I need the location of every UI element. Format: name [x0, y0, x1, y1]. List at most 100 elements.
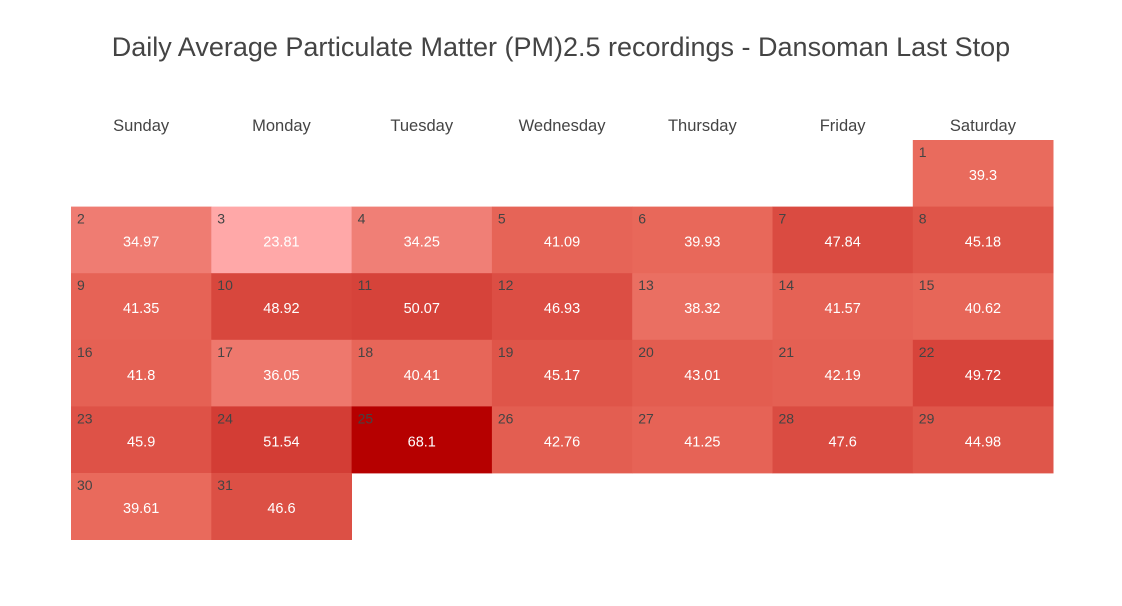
- day-value-label: 41.09: [544, 235, 580, 251]
- day-number: 4: [358, 211, 366, 227]
- day-cell: 27 41.25: [632, 406, 773, 474]
- day-value-label: 46.93: [544, 301, 580, 317]
- day-cell: 639.93: [632, 206, 773, 274]
- weekday-label-wednesday: Wednesday: [519, 117, 607, 135]
- day-value-label: 48.92: [263, 301, 299, 317]
- day-cell: 26 42.76: [491, 406, 633, 474]
- weekday-label-friday: Friday: [820, 117, 867, 135]
- day-number: 26: [498, 410, 514, 426]
- weekday-header-row: Sunday Monday Tuesday Wednesday Thursday Frid…: [113, 117, 1017, 135]
- day-number: 23: [77, 410, 93, 426]
- day-number: 15: [919, 277, 935, 293]
- day-cell-fill: [912, 406, 1054, 474]
- day-number: 12: [498, 277, 514, 293]
- day-cell-fill: [491, 406, 633, 474]
- day-value-label: 43.01: [684, 368, 720, 384]
- day-cell-fill: [632, 406, 773, 474]
- day-value-label: 40.41: [404, 368, 440, 384]
- day-cell-fill: [772, 406, 914, 474]
- day-value-label: 49.72: [965, 368, 1001, 384]
- day-cell: 28 47.6: [772, 406, 914, 474]
- day-cell: 541.09: [491, 206, 633, 274]
- day-cell: 12 46.93: [491, 273, 633, 341]
- day-cell-fill: [772, 339, 914, 407]
- day-cell: 29 44.98: [912, 406, 1054, 474]
- day-cell: 234.97: [71, 206, 212, 274]
- day-value-label: 39.93: [684, 235, 720, 251]
- day-number: 8: [919, 211, 927, 227]
- day-cell: 20 43.01: [632, 339, 773, 407]
- day-cell-fill: [71, 273, 212, 341]
- day-cell: 31 46.6: [211, 473, 352, 540]
- day-value-label: 41.57: [825, 301, 861, 317]
- day-number: 24: [217, 410, 233, 426]
- day-value-label: 41.35: [123, 301, 159, 317]
- day-value-label: 42.76: [544, 434, 580, 450]
- day-value-label: 45.18: [965, 235, 1001, 251]
- day-cell: 24 51.54: [211, 406, 352, 474]
- day-cell-fill: [491, 206, 633, 274]
- day-value-label: 34.97: [123, 235, 159, 251]
- day-value-label: 47.6: [829, 434, 857, 450]
- day-cell: 23 45.9: [71, 406, 212, 474]
- day-value-label: 47.84: [825, 235, 861, 251]
- day-number: 31: [217, 477, 233, 493]
- day-cell: 22 49.72: [912, 339, 1054, 407]
- day-cell-fill: [71, 473, 212, 540]
- day-cell: 19 45.17: [491, 339, 633, 407]
- day-number: 7: [779, 211, 787, 227]
- day-cell: 13 38.32: [632, 273, 773, 341]
- day-cell: 434.25: [351, 206, 493, 274]
- weekday-label-saturday: Saturday: [950, 117, 1017, 135]
- day-cell: 30 39.61: [71, 473, 212, 540]
- day-cell-fill: [632, 339, 773, 407]
- day-cell-fill: [491, 273, 633, 341]
- day-cell-fill: [772, 206, 914, 274]
- chart-title: Daily Average Particulate Matter (PM)2.5…: [111, 32, 1011, 62]
- day-cell-fill: [211, 473, 352, 540]
- day-value-label: 40.62: [965, 301, 1001, 317]
- day-number: 11: [358, 277, 373, 293]
- day-number: 27: [638, 410, 654, 426]
- day-cell-fill: [211, 206, 352, 274]
- day-number: 14: [779, 277, 795, 293]
- day-number: 1: [919, 144, 927, 160]
- day-cell-fill: [912, 206, 1054, 274]
- day-cell: 323.81: [211, 206, 352, 274]
- day-number: 2: [77, 211, 85, 227]
- day-value-label: 50.07: [404, 301, 440, 317]
- day-cell-fill: [211, 406, 352, 474]
- day-cell-fill: [491, 339, 633, 407]
- day-cell: 18 40.41: [351, 339, 493, 407]
- day-value-label: 68.1: [408, 434, 436, 450]
- day-cell-fill: [71, 406, 212, 474]
- calendar-cells: 139.3234.97323.81434.25541.09639.93747.8…: [71, 140, 1054, 540]
- day-value-label: 45.17: [544, 368, 580, 384]
- day-number: 29: [919, 410, 935, 426]
- weekday-label-thursday: Thursday: [668, 117, 738, 135]
- day-cell: 941.35: [71, 273, 212, 341]
- day-value-label: 23.81: [263, 235, 299, 251]
- day-cell-fill: [71, 339, 212, 407]
- day-value-label: 38.32: [684, 301, 720, 317]
- day-value-label: 45.9: [127, 434, 155, 450]
- day-number: 21: [779, 344, 795, 360]
- day-cell: 21 42.19: [772, 339, 914, 407]
- day-number: 13: [638, 277, 654, 293]
- day-number: 22: [919, 344, 935, 360]
- day-cell: 17 36.05: [211, 339, 352, 407]
- day-cell: 845.18: [912, 206, 1054, 274]
- day-number: 20: [638, 344, 654, 360]
- day-cell: 747.84: [772, 206, 914, 274]
- day-number: 10: [217, 277, 233, 293]
- day-value-label: 41.25: [684, 434, 720, 450]
- day-cell: 25 68.1: [351, 406, 493, 474]
- weekday-label-sunday: Sunday: [113, 117, 170, 135]
- day-number: 19: [498, 344, 514, 360]
- day-cell: 139.3: [912, 140, 1054, 207]
- weekday-label-tuesday: Tuesday: [390, 117, 453, 135]
- day-number: 18: [358, 344, 374, 360]
- day-cell-fill: [351, 406, 493, 474]
- day-value-label: 39.61: [123, 501, 159, 517]
